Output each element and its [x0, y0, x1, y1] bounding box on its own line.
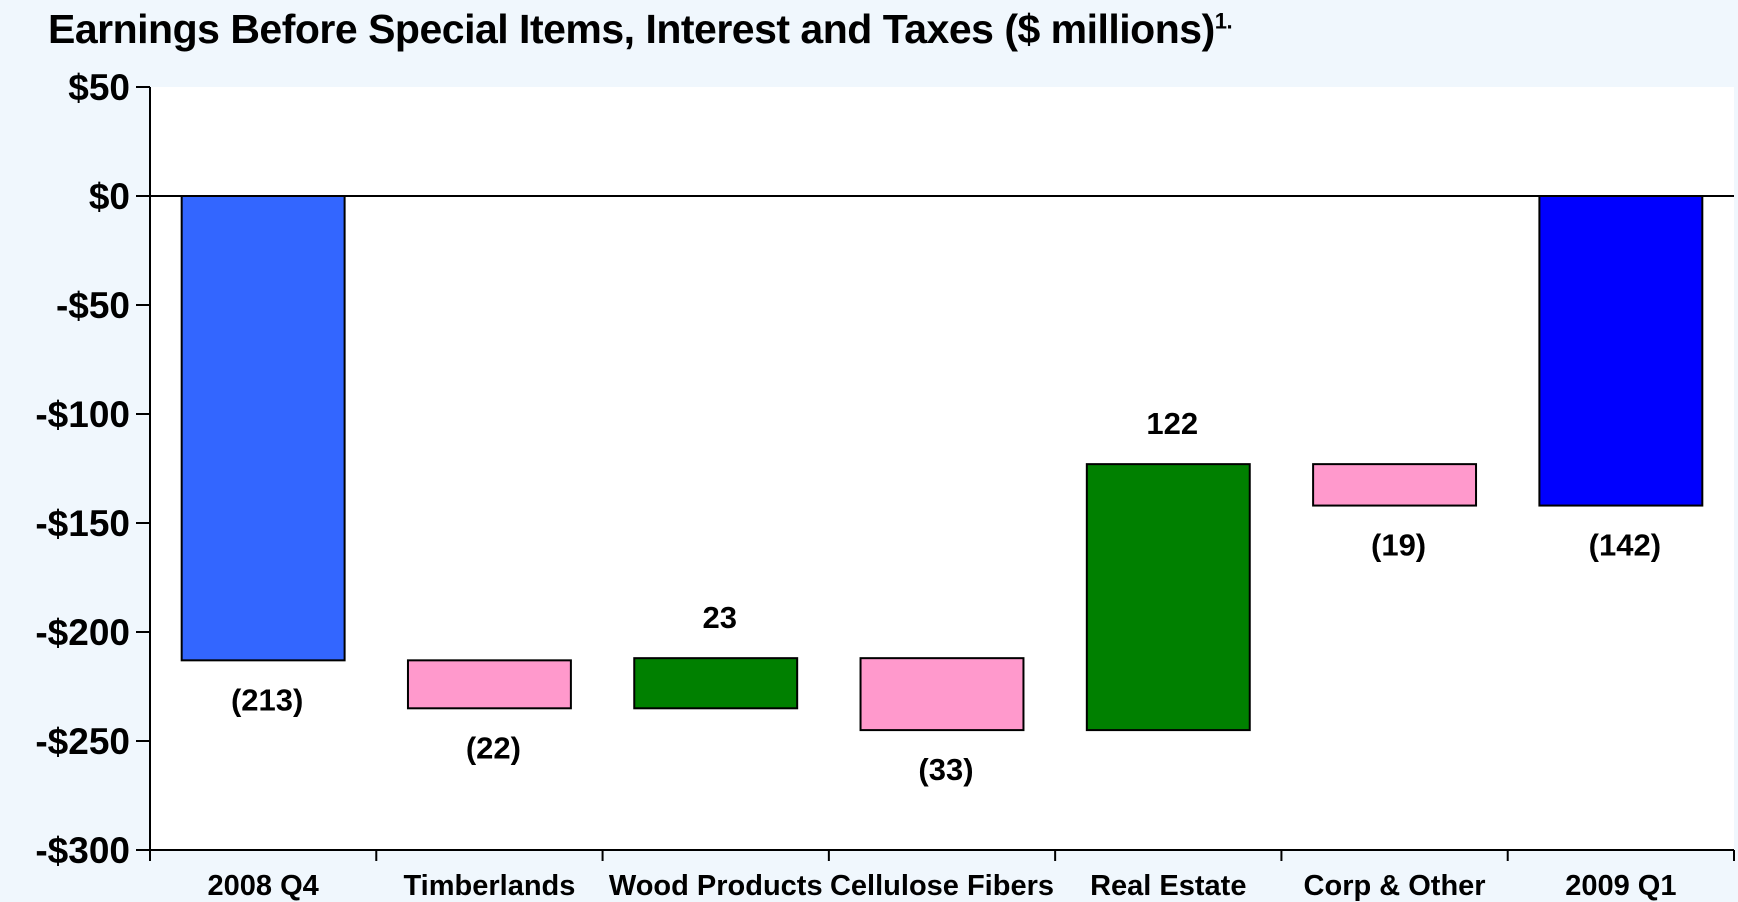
bar-1 — [180, 195, 346, 662]
bar-4 — [859, 657, 1025, 732]
x-category-label: Cellulose Fibers — [830, 870, 1054, 902]
data-label: (19) — [1371, 528, 1426, 563]
data-label: (142) — [1589, 528, 1661, 563]
y-tick-label: -$250 — [35, 721, 130, 762]
y-tick-label: -$50 — [56, 285, 130, 326]
plot-area — [150, 87, 1734, 850]
x-category-label: 2008 Q4 — [208, 870, 319, 902]
bar-5 — [1085, 463, 1251, 732]
x-category-label: Real Estate — [1090, 870, 1246, 902]
y-tick-label: $0 — [89, 176, 130, 217]
chart-title-text: Earnings Before Special Items, Interest … — [48, 6, 1215, 52]
x-category-label: Timberlands — [403, 870, 575, 902]
data-label: (33) — [918, 752, 973, 787]
y-tick-label: -$100 — [35, 394, 130, 435]
chart-title: Earnings Before Special Items, Interest … — [48, 6, 1233, 53]
y-tick-label: $50 — [68, 67, 130, 108]
x-category-label: Wood Products — [609, 870, 823, 902]
y-tick-label: -$150 — [35, 503, 130, 544]
data-label: 23 — [702, 600, 736, 635]
x-category-label: 2009 Q1 — [1565, 870, 1676, 902]
bar-7 — [1538, 195, 1704, 507]
data-label: 122 — [1146, 406, 1198, 441]
chart-title-footnote: 1. — [1214, 8, 1233, 34]
y-tick-label: -$200 — [35, 612, 130, 653]
y-tick-label: -$300 — [35, 830, 130, 871]
data-label: (22) — [466, 730, 521, 765]
bar-6 — [1312, 463, 1478, 507]
data-label: (213) — [231, 682, 303, 717]
bar-2 — [406, 659, 572, 710]
bar-3 — [633, 657, 799, 710]
x-category-label: Corp & Other — [1304, 870, 1486, 902]
